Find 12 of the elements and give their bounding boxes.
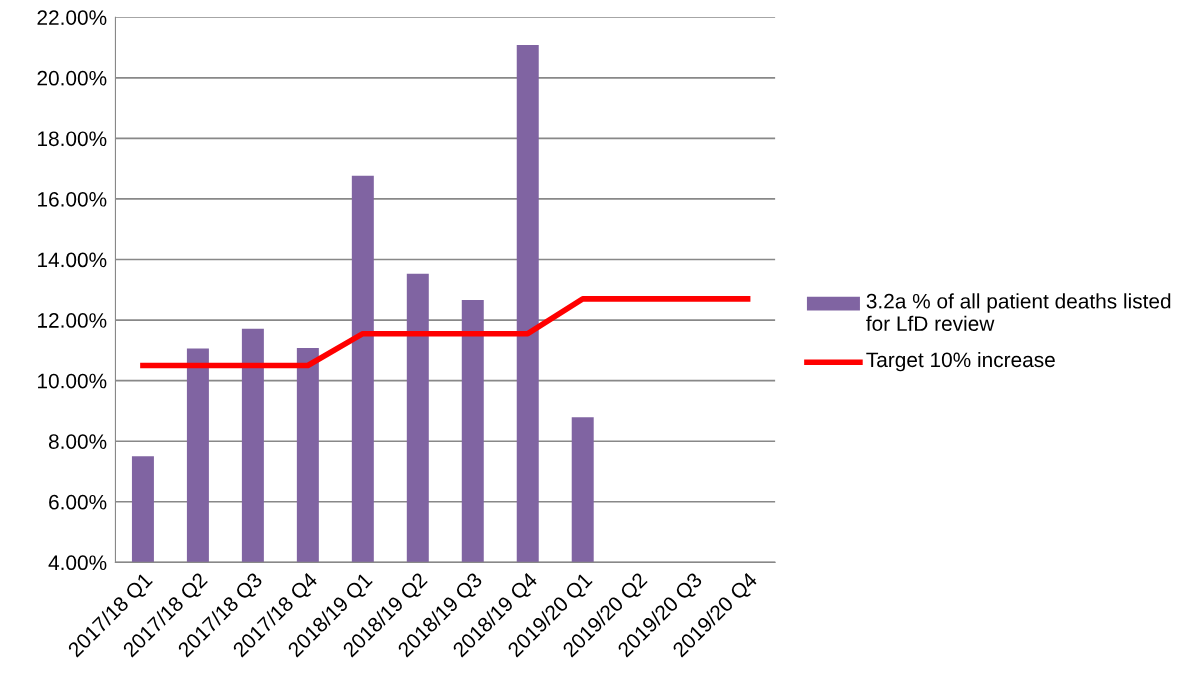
y-tick-label: 14.00% <box>38 252 107 268</box>
y-tick-label: 16.00% <box>38 191 107 207</box>
legend-label: Target 10% increase <box>866 351 1055 372</box>
y-tick-label: 20.00% <box>37 70 107 86</box>
y-tick-label: 4.00% <box>48 555 107 571</box>
y-tick-label: 22.00% <box>37 10 107 25</box>
legend-label: 3.2a % of all patient deaths listed for LfD review <box>866 293 1171 331</box>
y-tick-label: 6.00% <box>49 494 107 510</box>
y-tick-label: 18.00% <box>38 131 107 147</box>
y-tick-label: 10.00% <box>38 373 107 389</box>
y-tick-label: 8.00% <box>48 434 107 449</box>
y-tick-label: 12.00% <box>38 313 107 328</box>
